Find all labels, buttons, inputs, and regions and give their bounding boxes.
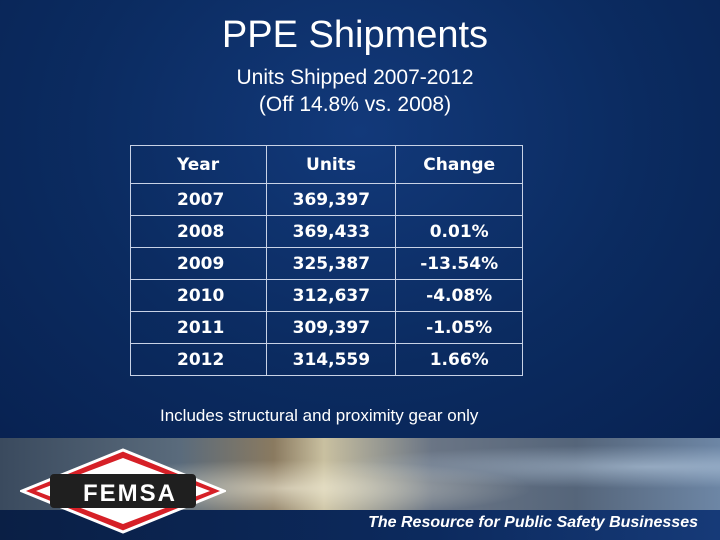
cell-change xyxy=(395,183,523,216)
footer-tagline: The Resource for Public Safety Businesse… xyxy=(368,514,698,531)
table-row: 2012 314,559 1.66% xyxy=(130,343,523,376)
cell-change: 0.01% xyxy=(395,215,523,248)
table-row: 2007 369,397 xyxy=(130,183,523,216)
cell-year: 2008 xyxy=(130,215,267,248)
logo-wordmark: FEMSA xyxy=(83,480,177,507)
femsa-logo xyxy=(20,448,226,534)
table-row: 2008 369,433 0.01% xyxy=(130,215,523,248)
cell-change: -4.08% xyxy=(395,279,523,312)
subtitle-line-1: Units Shipped 2007-2012 xyxy=(236,66,474,89)
cell-units: 312,637 xyxy=(265,279,397,312)
footnote: Includes structural and proximity gear o… xyxy=(160,406,479,425)
table-row: 2010 312,637 -4.08% xyxy=(130,279,523,312)
slide-title: PPE Shipments xyxy=(221,14,489,56)
table-row: 2009 325,387 -13.54% xyxy=(130,247,523,280)
cell-year: 2011 xyxy=(130,311,267,344)
header-units: Units xyxy=(265,145,397,184)
cell-change: -1.05% xyxy=(395,311,523,344)
cell-year: 2012 xyxy=(130,343,267,376)
cell-year: 2009 xyxy=(130,247,267,280)
cell-units: 314,559 xyxy=(265,343,397,376)
cell-units: 369,397 xyxy=(265,183,397,216)
header-change: Change xyxy=(395,145,523,184)
table-header-row: Year Units Change xyxy=(130,145,523,184)
table-row: 2011 309,397 -1.05% xyxy=(130,311,523,344)
cell-units: 369,433 xyxy=(265,215,397,248)
cell-units: 325,387 xyxy=(265,247,397,280)
cell-change: -13.54% xyxy=(395,247,523,280)
cell-units: 309,397 xyxy=(265,311,397,344)
cell-change: 1.66% xyxy=(395,343,523,376)
subtitle-line-2: (Off 14.8% vs. 2008) xyxy=(258,93,452,116)
header-year: Year xyxy=(130,145,267,184)
shipments-table: Year Units Change 2007 369,397 2008 369,… xyxy=(130,145,523,376)
slide-subtitle: Units Shipped 2007-2012 (Off 14.8% vs. 2… xyxy=(0,64,710,118)
cell-year: 2010 xyxy=(130,279,267,312)
cell-year: 2007 xyxy=(130,183,267,216)
